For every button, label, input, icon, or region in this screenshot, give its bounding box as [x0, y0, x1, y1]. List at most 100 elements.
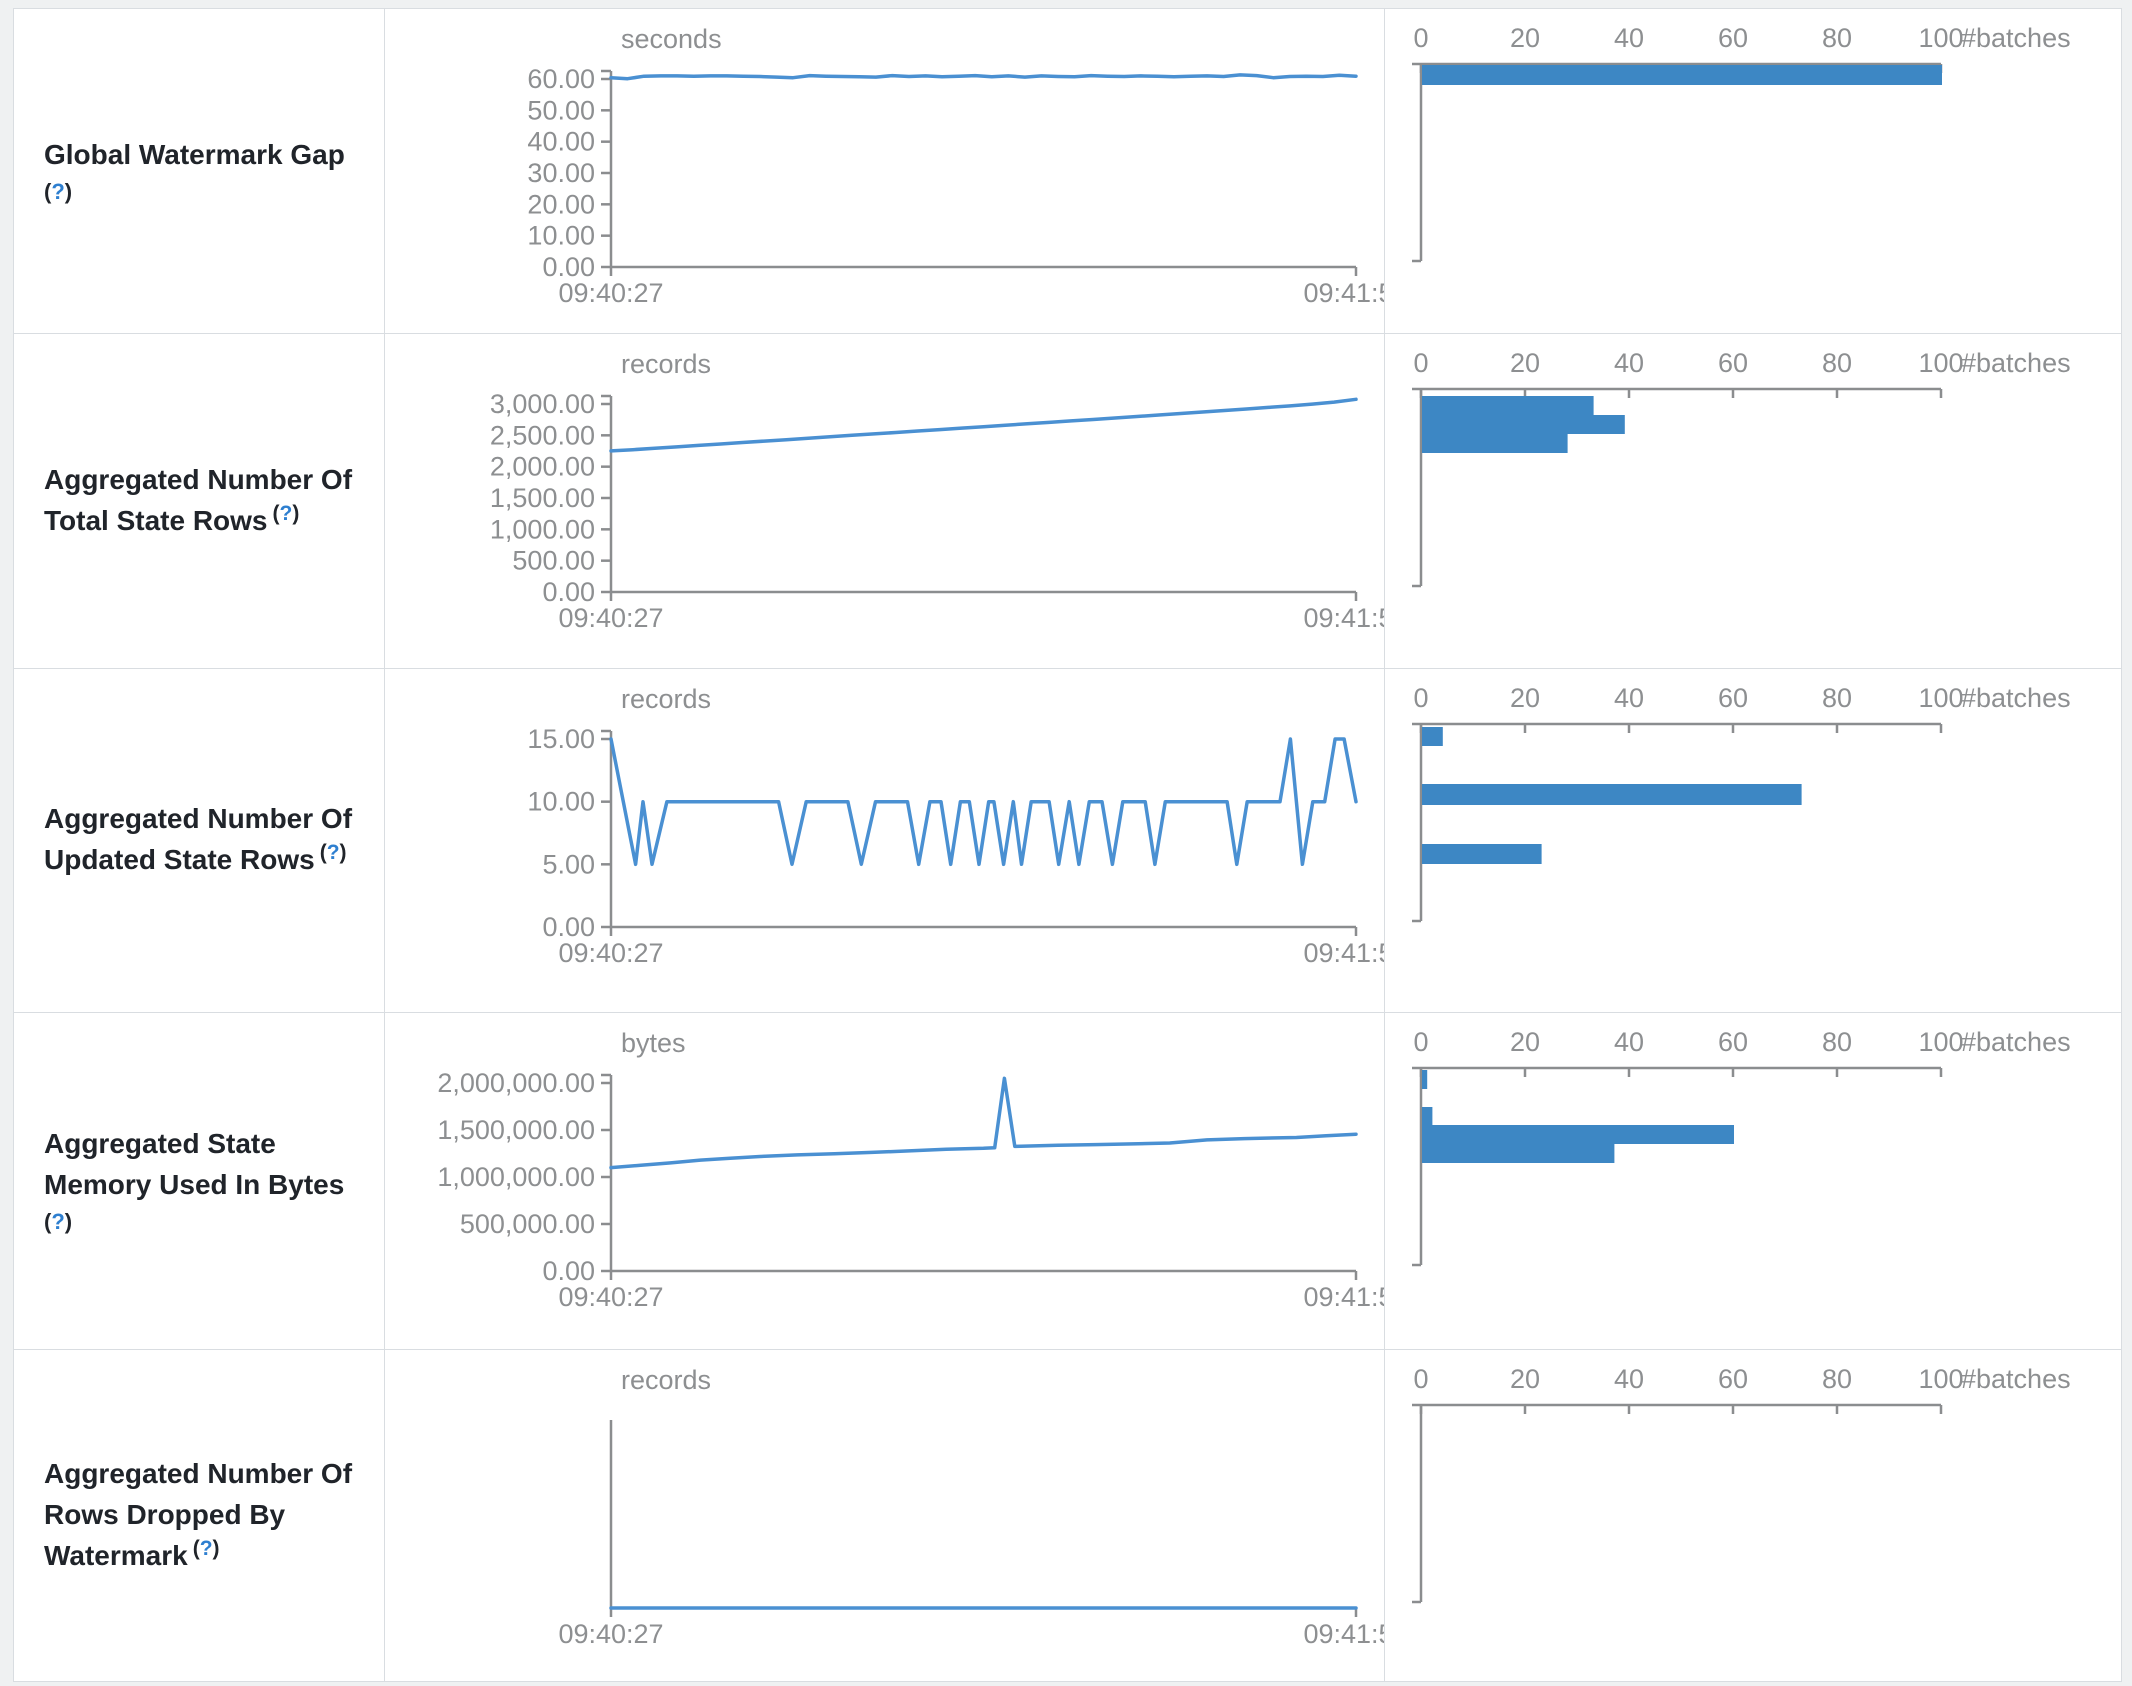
svg-text:#batches: #batches	[1961, 1027, 2071, 1057]
metric-label: Aggregated Number Of	[44, 1457, 353, 1489]
metric-label: Aggregated Number Of	[44, 463, 353, 495]
svg-text:20: 20	[1510, 1364, 1540, 1394]
help-paren-close: )	[64, 1209, 73, 1234]
svg-text:seconds: seconds	[621, 24, 722, 54]
metric-row-updated-state-rows: Aggregated Number Of Updated State Rows(…	[14, 668, 2121, 1012]
histogram-chart-cell: 0 20 40 60 80 100 #batches	[1384, 669, 2121, 1012]
question-mark-icon: ?	[279, 501, 293, 525]
help-paren-open: (	[272, 501, 280, 525]
metric-row-state-memory-used: Aggregated State Memory Used In Bytes (?…	[14, 1012, 2121, 1349]
help-paren-close: )	[64, 178, 73, 204]
svg-text:09:40:27: 09:40:27	[558, 1619, 663, 1649]
svg-text:30.00: 30.00	[527, 158, 595, 188]
timeline-chart-cell: bytes 2,000,000.00 1,500,000.00 1,000,000.0…	[384, 1013, 1384, 1349]
svg-text:2,500.00: 2,500.00	[490, 420, 595, 450]
histogram-chart: 0 20 40 60 80 100#batches	[1412, 1027, 2071, 1267]
help-marker[interactable]: (?)	[193, 1537, 220, 1560]
svg-text:100: 100	[1918, 1364, 1963, 1394]
metric-label: Updated State Rows (?)	[44, 841, 347, 875]
histogram-chart: 0 20 40 60 80 100#batches	[1412, 23, 2071, 263]
svg-text:40: 40	[1614, 1027, 1644, 1057]
svg-text:#batches: #batches	[1961, 348, 2071, 378]
svg-text:#batches: #batches	[1961, 683, 2071, 713]
svg-text:40: 40	[1614, 23, 1644, 53]
svg-text:0: 0	[1413, 1027, 1428, 1057]
svg-text:40: 40	[1614, 348, 1644, 378]
metric-label: Global Watermark Gap	[44, 138, 345, 170]
histogram-chart: 0 20 40 60 80 100#batches	[1412, 348, 2071, 588]
timeline-chart-cell: seconds 60.00 50.00 40.00 30.00 20.00 10.00 0.0…	[384, 9, 1384, 333]
svg-text:1,000,000.00: 1,000,000.00	[437, 1162, 595, 1192]
svg-text:09:41:56: 09:41:56	[1303, 938, 1384, 968]
svg-text:40: 40	[1614, 683, 1644, 713]
svg-text:#batches: #batches	[1961, 1364, 2071, 1394]
svg-text:09:40:27: 09:40:27	[558, 278, 663, 308]
metric-label: Total State Rows (?)	[44, 501, 300, 536]
help-marker[interactable]: (?)	[44, 1205, 376, 1239]
svg-text:60: 60	[1718, 1027, 1748, 1057]
svg-text:20: 20	[1510, 348, 1540, 378]
svg-text:09:41:56: 09:41:56	[1303, 1282, 1384, 1312]
metric-label-cell: Aggregated Number Of Total State Rows (?)	[14, 334, 384, 668]
svg-text:records: records	[621, 684, 711, 714]
svg-text:0.00: 0.00	[542, 577, 595, 607]
svg-text:100: 100	[1918, 348, 1963, 378]
svg-text:80: 80	[1822, 348, 1852, 378]
svg-text:10.00: 10.00	[527, 221, 595, 251]
svg-text:records: records	[621, 1365, 711, 1395]
svg-text:20.00: 20.00	[527, 189, 595, 219]
svg-text:0.00: 0.00	[542, 252, 595, 282]
svg-text:09:40:27: 09:40:27	[558, 1282, 663, 1312]
help-paren-close: )	[339, 841, 347, 864]
svg-text:bytes: bytes	[621, 1028, 686, 1058]
help-marker[interactable]: (?)	[320, 841, 347, 864]
svg-text:80: 80	[1822, 23, 1852, 53]
svg-text:1,500.00: 1,500.00	[490, 483, 595, 513]
svg-text:500.00: 500.00	[512, 546, 595, 576]
svg-text:100: 100	[1918, 23, 1963, 53]
metric-row-rows-dropped-by-watermark: Aggregated Number Of Rows Dropped By Wat…	[14, 1349, 2121, 1681]
svg-text:500,000.00: 500,000.00	[460, 1209, 595, 1239]
help-marker[interactable]: (?)	[44, 175, 376, 209]
svg-text:09:40:27: 09:40:27	[558, 938, 663, 968]
timeline-chart: records 09:40:27 09:41:56	[558, 1365, 1384, 1649]
svg-text:2,000.00: 2,000.00	[490, 452, 595, 482]
metric-label: Memory Used In Bytes	[44, 1169, 345, 1200]
metric-label: Rows Dropped By	[44, 1498, 286, 1530]
question-mark-icon: ?	[326, 841, 340, 864]
svg-text:60.00: 60.00	[527, 64, 595, 94]
svg-text:20: 20	[1510, 1027, 1540, 1057]
svg-text:10.00: 10.00	[527, 787, 595, 817]
metric-label-cell: Global Watermark Gap (?)	[14, 9, 384, 333]
timeline-chart-cell: records 3,000.00 2,500.00 2,000.00 1,500.00 1…	[384, 334, 1384, 668]
help-paren-close: )	[292, 501, 300, 525]
question-mark-icon: ?	[51, 1209, 65, 1234]
metric-row-total-state-rows: Aggregated Number Of Total State Rows (?)…	[14, 333, 2121, 668]
timeline-chart: records 3,000.002,500.002,000.001,500.001…	[490, 349, 1384, 633]
svg-text:60: 60	[1718, 683, 1748, 713]
histogram-chart-cell: 0 20 40 60 80 100 #batches	[1384, 1013, 2121, 1349]
help-marker[interactable]: (?)	[273, 502, 300, 525]
svg-text:100: 100	[1918, 683, 1963, 713]
histogram-chart-cell: 0 20 40 60 80 100 #batches	[1384, 1350, 2121, 1681]
help-paren-open: (	[44, 178, 52, 204]
metric-label-cell: Aggregated State Memory Used In Bytes (?…	[14, 1013, 384, 1349]
svg-text:0: 0	[1413, 348, 1428, 378]
svg-text:09:41:56: 09:41:56	[1303, 278, 1384, 308]
question-mark-icon: ?	[199, 1536, 213, 1560]
svg-text:20: 20	[1510, 683, 1540, 713]
metric-label: Watermark (?)	[44, 1536, 220, 1571]
svg-text:15.00: 15.00	[527, 724, 595, 754]
svg-text:80: 80	[1822, 1364, 1852, 1394]
svg-text:1,500,000.00: 1,500,000.00	[437, 1115, 595, 1145]
timeline-chart-cell: records 09:40:27 09:41:56	[384, 1350, 1384, 1681]
svg-text:#batches: #batches	[1961, 23, 2071, 53]
svg-text:80: 80	[1822, 683, 1852, 713]
svg-text:60: 60	[1718, 348, 1748, 378]
metrics-table: Global Watermark Gap (?) seconds 60.00 50.…	[13, 8, 2122, 1682]
help-paren-open: (	[319, 841, 327, 864]
svg-text:20: 20	[1510, 23, 1540, 53]
metric-row-global-watermark-gap: Global Watermark Gap (?) seconds 60.00 50.…	[14, 9, 2121, 333]
